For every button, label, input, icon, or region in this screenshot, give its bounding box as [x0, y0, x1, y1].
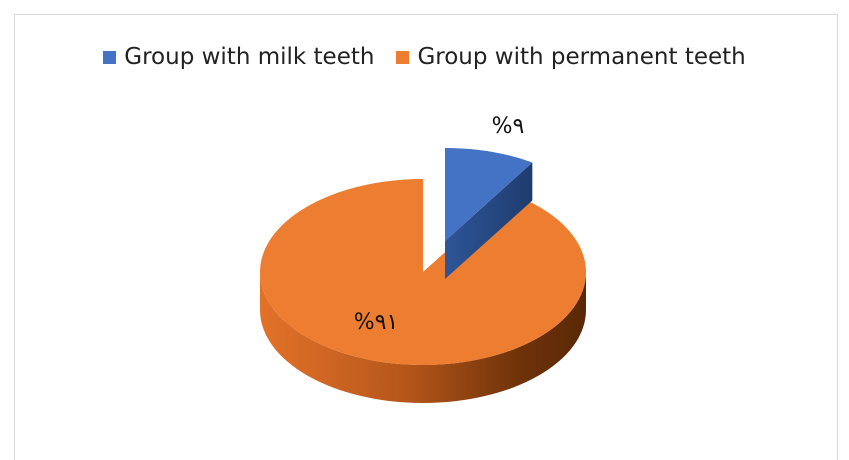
legend-item-permanent-teeth: Group with permanent teeth: [396, 44, 746, 70]
slice-milk-teeth: [445, 148, 533, 241]
slice-permanent-teeth: [259, 179, 586, 366]
legend: Group with milk teeth Group with permane…: [0, 44, 849, 70]
legend-label-permanent-teeth: Group with permanent teeth: [417, 44, 746, 70]
slice-side-milk-teeth: [445, 162, 533, 279]
legend-item-milk-teeth: Group with milk teeth: [103, 44, 374, 70]
slice-side-permanent-teeth: [260, 272, 586, 403]
data-label-milk-teeth: %٩: [492, 114, 525, 139]
data-label-permanent-teeth: %٩١: [354, 310, 399, 335]
legend-swatch-milk-teeth: [103, 50, 117, 64]
legend-swatch-permanent-teeth: [396, 50, 410, 64]
legend-label-milk-teeth: Group with milk teeth: [124, 44, 375, 70]
